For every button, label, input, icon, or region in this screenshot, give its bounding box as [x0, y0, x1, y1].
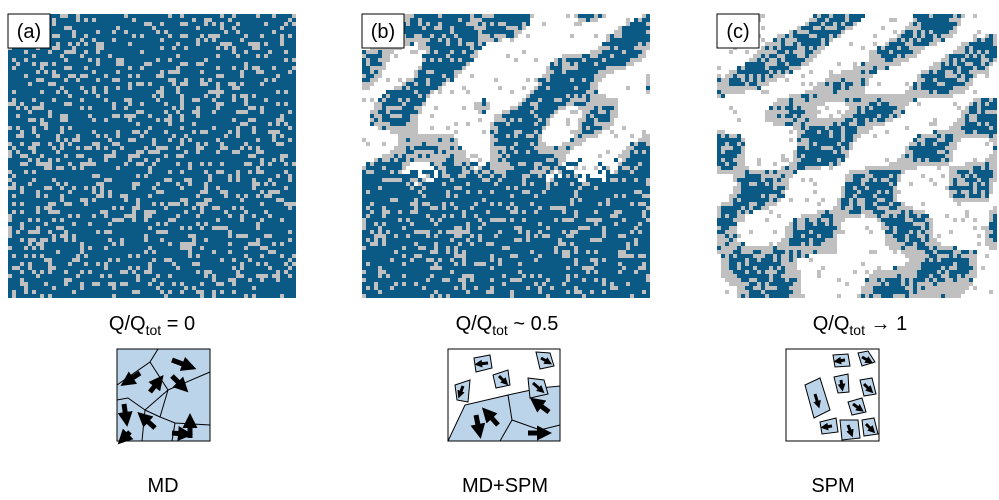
- arrow: [124, 404, 126, 418]
- caption-base: Q/Q: [109, 313, 146, 335]
- method-label: SPM: [811, 475, 854, 497]
- caption-sub: tot: [146, 322, 162, 338]
- schematic: [448, 349, 560, 441]
- caption-base: Q/Q: [813, 313, 850, 335]
- method-label: MD: [147, 475, 178, 497]
- caption-base: Q/Q: [456, 313, 493, 335]
- schematic: [117, 349, 210, 441]
- caption: Q/Qtot ~ 0.5: [456, 313, 559, 338]
- caption-rest: = 0: [161, 313, 195, 335]
- caption: Q/Qtot → 1: [813, 313, 908, 338]
- arrow: [841, 380, 842, 387]
- tag: (a): [17, 21, 41, 43]
- caption-rest: → 1: [865, 313, 907, 335]
- figure: (a) (b) (c) Q/Qtot = 0 Q/Qtot ~ 0.5 Q/Qt…: [0, 0, 999, 500]
- arrow: [479, 363, 488, 364]
- tag: (c): [726, 21, 749, 43]
- grain: [117, 349, 210, 441]
- method-label: MD+SPM: [462, 475, 548, 497]
- caption-sub: tot: [849, 322, 865, 338]
- caption-sub: tot: [492, 322, 508, 338]
- maps: [8, 14, 997, 298]
- arrow: [838, 360, 845, 361]
- tag: (b): [371, 21, 395, 43]
- caption: Q/Qtot = 0: [109, 313, 195, 338]
- arrow: [825, 426, 832, 427]
- schematic: [786, 349, 879, 441]
- arrow: [476, 415, 479, 430]
- arrow: [172, 433, 184, 434]
- caption-rest: ~ 0.5: [508, 313, 559, 335]
